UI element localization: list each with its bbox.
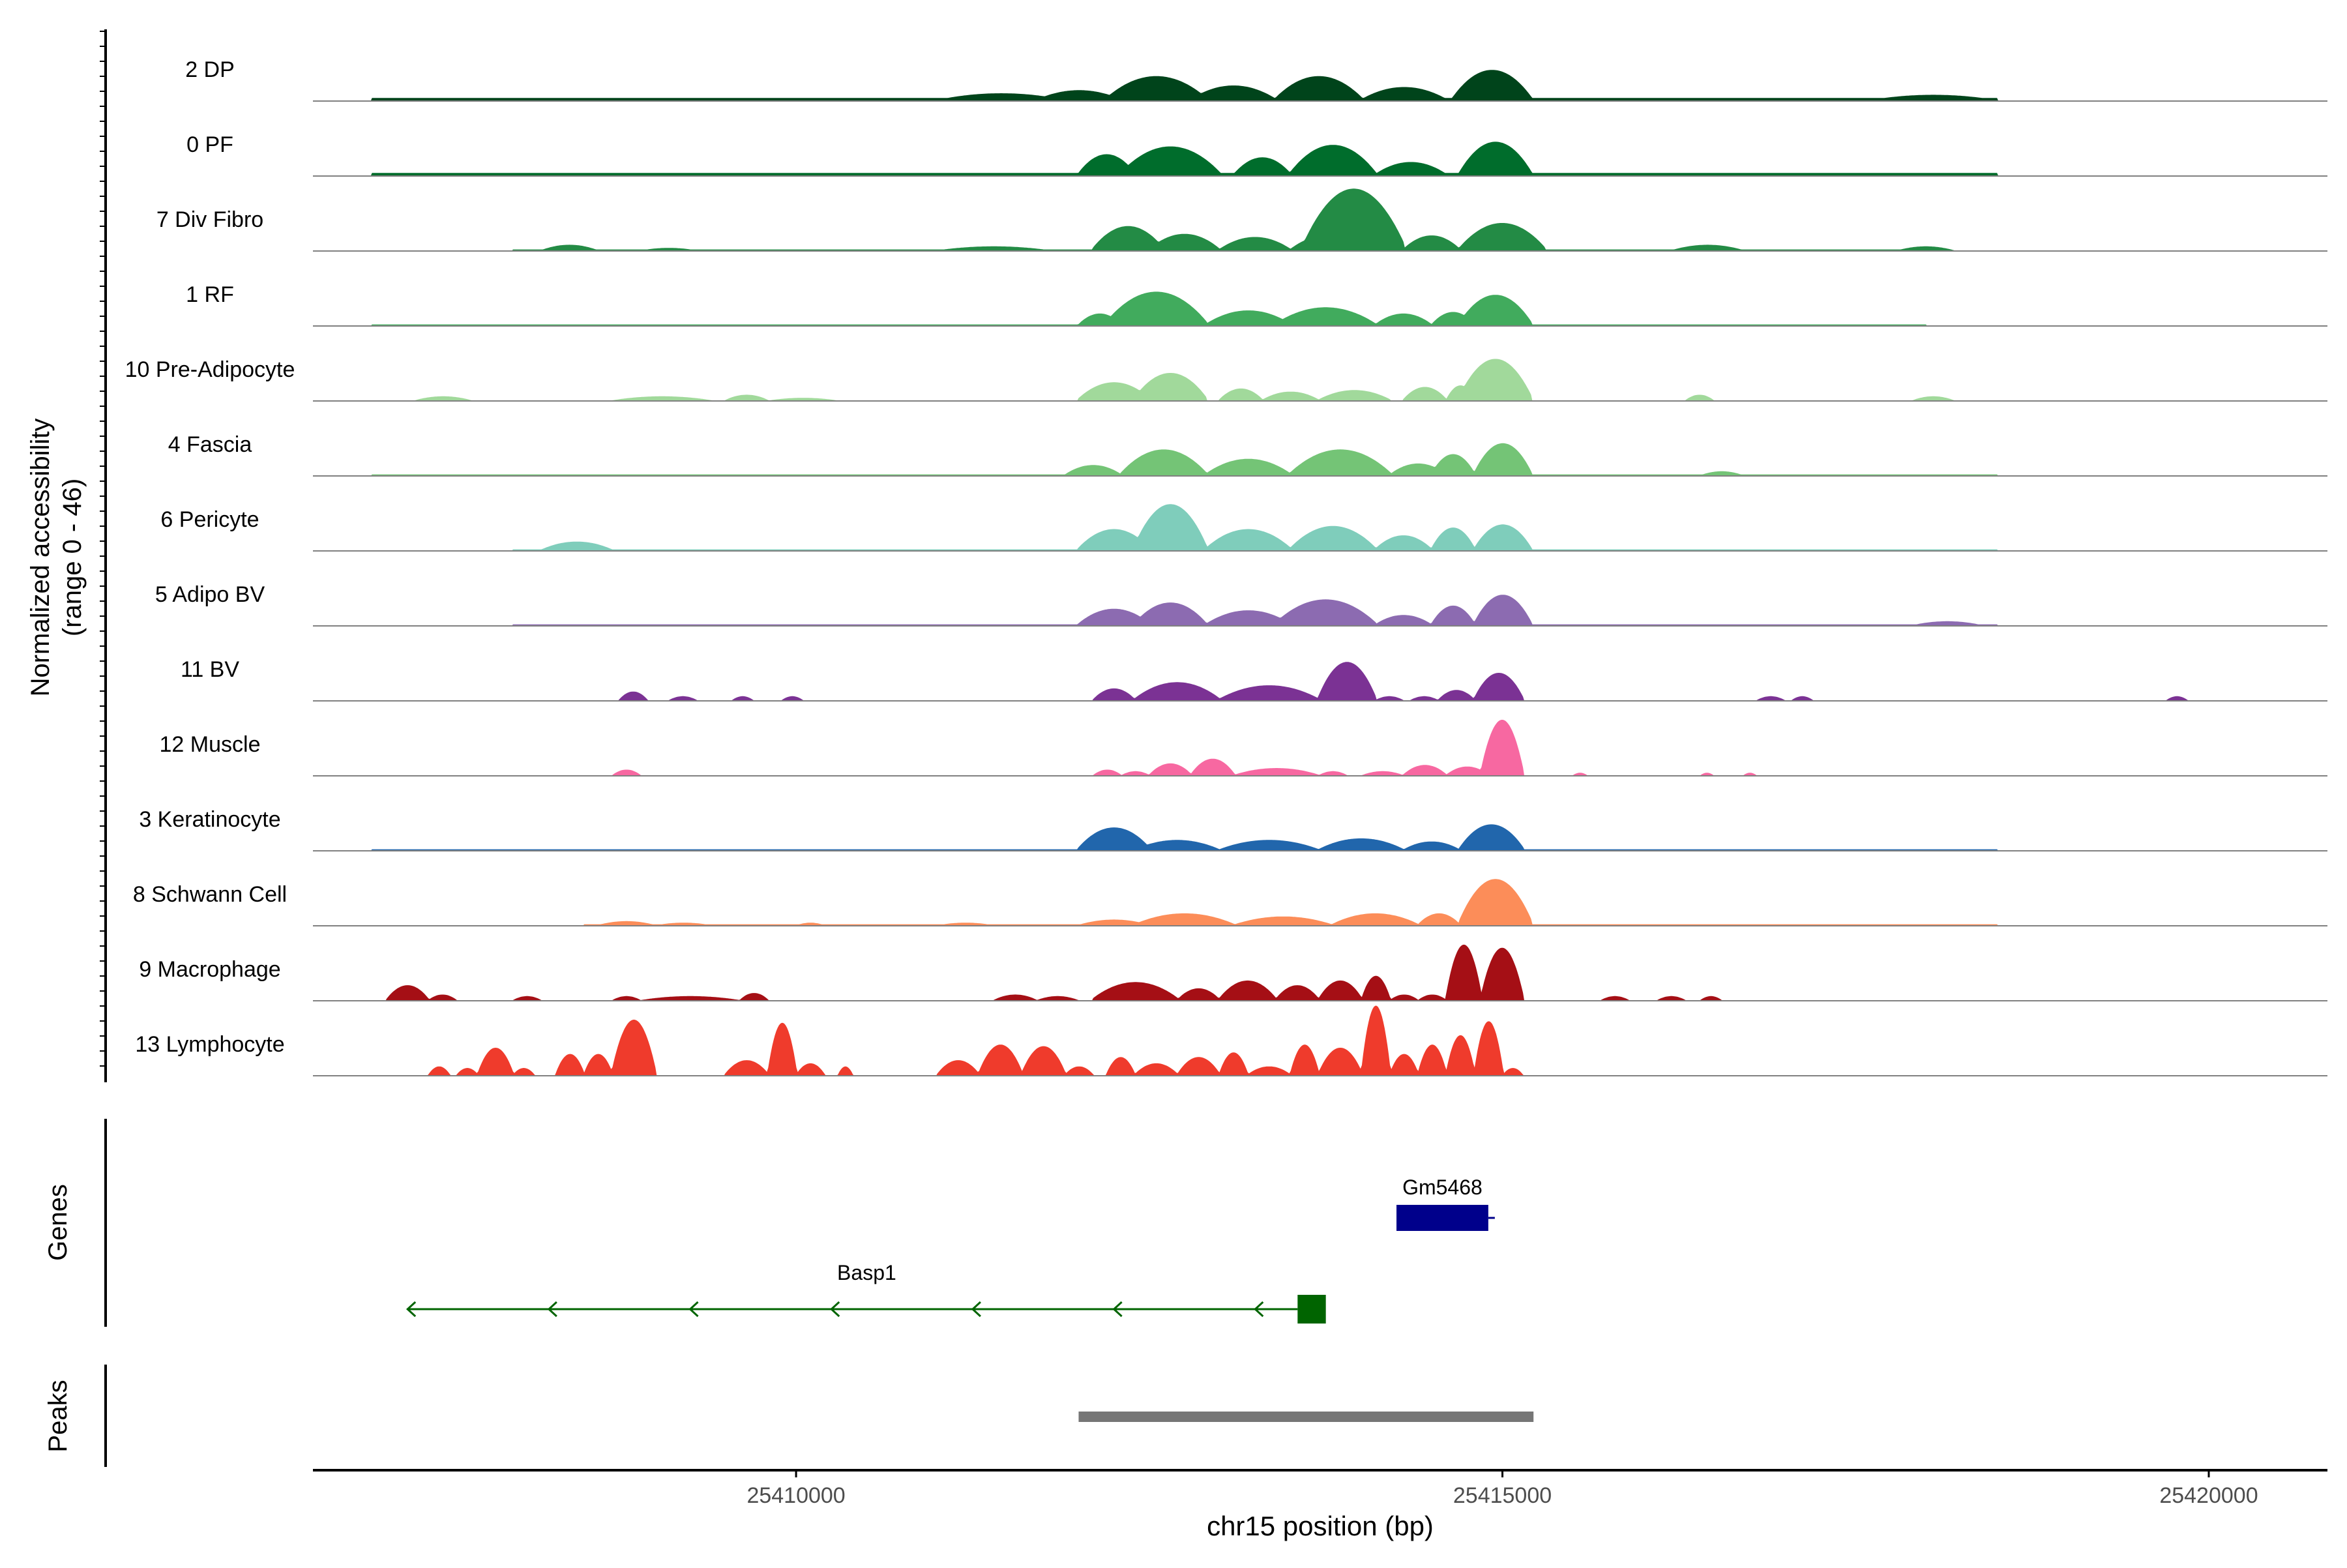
x-tick-label: 25420000 <box>2159 1483 2258 1508</box>
track-label-11: 3 Keratinocyte <box>139 807 280 832</box>
track-area-2 <box>313 141 2327 176</box>
track-area-5 <box>313 359 2327 401</box>
y-axis-range-label: (range 0 - 46) <box>58 479 87 636</box>
track-label-14: 13 Lymphocyte <box>135 1032 284 1057</box>
track-1: 2 DP <box>185 57 2327 102</box>
x-axis: 25410000 25415000 25420000 <box>313 1469 2327 1508</box>
track-label-3: 7 Div Fibro <box>156 207 263 232</box>
track-label-9: 11 BV <box>181 657 239 682</box>
track-10: 12 Muscle <box>160 720 2327 777</box>
peak-track <box>1078 1412 1534 1422</box>
track-label-8: 5 Adipo BV <box>155 582 265 607</box>
peak-1 <box>1078 1412 1534 1422</box>
gene-Gm5468: Gm5468 <box>1396 1176 1495 1231</box>
track-9: 11 BV <box>181 657 2327 702</box>
genes-track-label: Genes <box>44 1184 72 1261</box>
gene-label: Gm5468 <box>1402 1176 1483 1199</box>
y-axis-label: Normalized accessibility <box>26 419 55 697</box>
track-area-6 <box>313 443 2327 476</box>
x-axis-label: chr15 position (bp) <box>1207 1511 1434 1541</box>
track-11: 3 Keratinocyte <box>139 807 2327 851</box>
track-label-13: 9 Macrophage <box>139 957 280 982</box>
track-5: 10 Pre-Adipocyte <box>125 357 2327 402</box>
track-area-11 <box>313 824 2327 851</box>
track-label-4: 1 RF <box>186 282 234 307</box>
track-13: 9 Macrophage <box>139 944 2327 1001</box>
track-area-10 <box>313 720 2327 776</box>
strand-arrow <box>547 1301 557 1318</box>
strand-arrow <box>1112 1301 1123 1318</box>
gene-annotation-track: Gm5468 Basp1 <box>406 1176 1495 1324</box>
track-label-10: 12 Muscle <box>160 732 261 757</box>
strand-arrow <box>1254 1301 1264 1318</box>
track-label-2: 0 PF <box>186 132 233 157</box>
gene-Basp1: Basp1 <box>406 1261 1326 1324</box>
track-14: 13 Lymphocyte <box>135 1005 2327 1076</box>
x-tick-label: 25410000 <box>746 1483 845 1508</box>
strand-arrow <box>971 1301 981 1318</box>
track-2: 0 PF <box>186 132 2327 177</box>
track-12: 8 Schwann Cell <box>133 879 2327 926</box>
track-7: 6 Pericyte <box>160 504 2327 552</box>
track-area-9 <box>313 662 2327 701</box>
track-area-4 <box>313 291 2327 326</box>
track-area-3 <box>313 188 2327 251</box>
y-axis-minor-ticks <box>100 31 106 1067</box>
strand-arrow <box>830 1301 840 1318</box>
coverage-tracks: 2 DP 0 PF 7 Div Fibro 1 RF 10 Pre-Adipocyte 4… <box>125 57 2327 1076</box>
track-area-7 <box>313 504 2327 551</box>
peaks-track-label: Peaks <box>44 1380 72 1452</box>
track-label-12: 8 Schwann Cell <box>133 882 287 907</box>
track-area-8 <box>313 595 2327 626</box>
track-3: 7 Div Fibro <box>156 188 2327 252</box>
track-label-1: 2 DP <box>185 57 235 82</box>
track-label-7: 6 Pericyte <box>160 507 259 532</box>
strand-arrow <box>688 1301 699 1318</box>
gene-body <box>1396 1205 1488 1231</box>
track-area-1 <box>313 70 2327 101</box>
x-tick-label: 25415000 <box>1453 1483 1552 1508</box>
track-6: 4 Fascia <box>168 432 2327 477</box>
track-area-12 <box>313 879 2327 926</box>
track-8: 5 Adipo BV <box>155 582 2327 627</box>
track-4: 1 RF <box>186 282 2327 327</box>
track-label-6: 4 Fascia <box>168 432 252 457</box>
track-area-14 <box>313 1005 2327 1076</box>
gene-exon <box>1297 1295 1326 1324</box>
strand-arrow <box>406 1301 417 1318</box>
track-label-5: 10 Pre-Adipocyte <box>125 357 295 382</box>
track-area-13 <box>313 944 2327 1001</box>
gene-label: Basp1 <box>837 1261 896 1284</box>
